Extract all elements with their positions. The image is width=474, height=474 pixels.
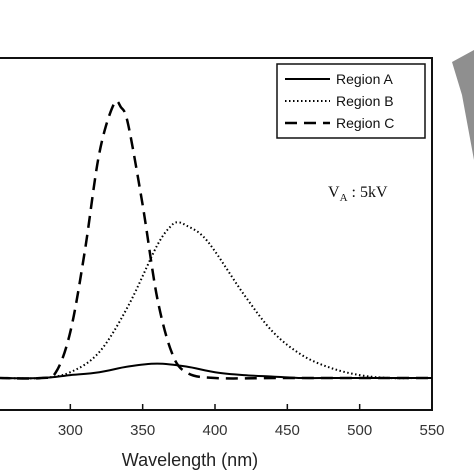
x-tick-label: 500 bbox=[347, 422, 372, 439]
x-tick-label: 350 bbox=[130, 422, 155, 439]
x-tick-label: 400 bbox=[202, 422, 227, 439]
photo-strip bbox=[452, 50, 474, 160]
annotation-base: V bbox=[328, 184, 340, 201]
legend-label: Region A bbox=[336, 71, 393, 87]
series-layer bbox=[0, 99, 432, 380]
series-line-region-c bbox=[0, 99, 432, 380]
annotation-subscript: A bbox=[340, 192, 348, 204]
x-axis-ticks: 300 350 400 450 500 550 bbox=[58, 404, 445, 439]
x-tick-label: 300 bbox=[58, 422, 83, 439]
series-line-region-b bbox=[0, 221, 432, 380]
x-tick-label: 550 bbox=[419, 422, 444, 439]
annotation-rest: : 5kV bbox=[348, 184, 388, 201]
legend-label: Region B bbox=[336, 93, 394, 109]
legend: Region A Region B Region C bbox=[276, 63, 426, 139]
series-line-region-a bbox=[0, 362, 432, 380]
x-axis-title: Wavelength (nm) bbox=[122, 450, 258, 470]
x-tick-label: 450 bbox=[275, 422, 300, 439]
voltage-annotation: VA : 5kV bbox=[328, 184, 388, 204]
legend-label: Region C bbox=[336, 115, 394, 131]
